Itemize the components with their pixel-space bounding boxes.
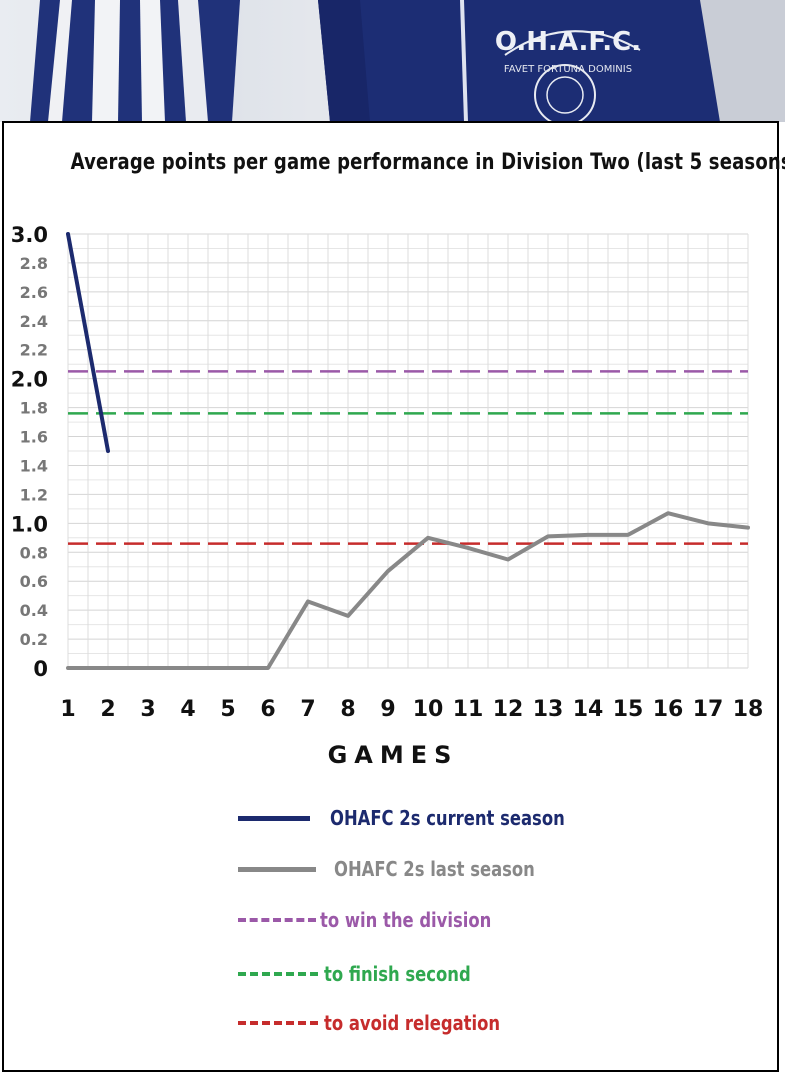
legend-item: to win the division	[238, 905, 529, 935]
legend-label: to win the division	[320, 908, 492, 932]
crest-initials: O.H.A.F.C.	[495, 27, 641, 57]
chart-title: Average points per game performance in D…	[70, 150, 785, 175]
crest-motto: FAVET FORTUNA DOMINIS	[504, 64, 632, 75]
legend-swatch	[238, 866, 316, 872]
legend-swatch	[238, 918, 316, 922]
header-banner-photo: O.H.A.F.C. FAVET FORTUNA DOMINIS	[0, 0, 785, 122]
legend-label: to avoid relegation	[324, 1011, 501, 1035]
legend-item: to avoid relegation	[238, 1008, 539, 1038]
legend-label: OHAFC 2s last season	[334, 857, 535, 881]
club-crest-icon	[504, 30, 641, 122]
banner-photo: O.H.A.F.C. FAVET FORTUNA DOMINIS	[30, 0, 785, 122]
legend-swatch	[238, 972, 318, 976]
legend-item: OHAFC 2s current season	[238, 803, 616, 833]
legend-item: OHAFC 2s last season	[238, 854, 579, 884]
legend-label: OHAFC 2s current season	[330, 806, 565, 830]
legend-item: to finish second	[238, 959, 503, 989]
legend-swatch	[238, 1021, 318, 1025]
legend-label: to finish second	[324, 962, 471, 986]
legend-swatch	[238, 815, 310, 821]
